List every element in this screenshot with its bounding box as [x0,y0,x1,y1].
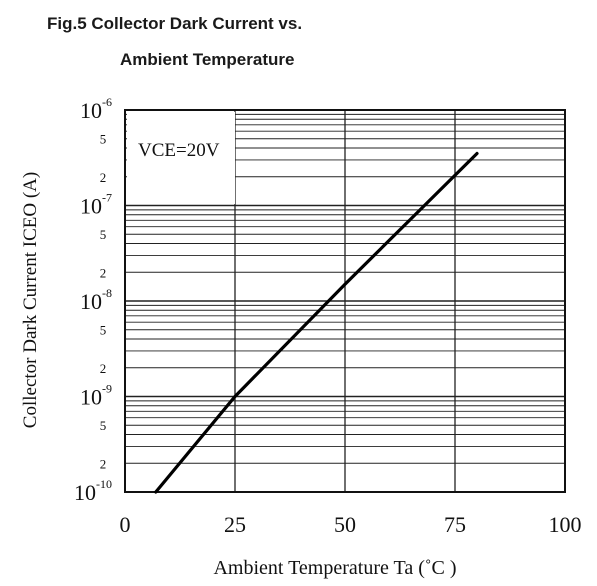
y-minor-label: 5 [100,227,107,242]
y-tick-label: 10-9 [80,382,112,410]
annotation-box [127,112,235,204]
series-layer [154,151,479,494]
chart-title-line-2: Ambient Temperature [120,50,295,69]
series-line [154,151,479,494]
y-axis-label: Collector Dark Current ICEO (A) [20,172,41,428]
y-tick-label: 10-8 [80,286,112,314]
x-axis-label: Ambient Temperature Ta (˚C ) [213,557,456,579]
chart-title-line-1: Fig.5 Collector Dark Current vs. [47,14,303,33]
vce-annotation: VCE=20V [138,140,220,161]
grid [124,110,566,493]
y-minor-label: 2 [100,361,107,376]
y-tick-label: 10-10 [74,477,112,505]
x-tick-label: 100 [549,512,582,537]
x-tick-labels: 0 25 50 75 100 [120,512,582,537]
y-minor-label: 2 [100,456,107,471]
y-tick-labels: 10-6 5 2 10-7 5 2 10-8 5 2 10-9 5 2 10-10 [74,95,112,505]
x-tick-label: 25 [224,512,246,537]
y-minor-label: 5 [100,323,107,338]
x-tick-label: 50 [334,512,356,537]
x-tick-label: 75 [444,512,466,537]
y-tick-label: 10-7 [80,191,112,219]
plot-frame [124,109,566,493]
y-minor-label: 2 [100,170,107,185]
x-tick-label: 0 [120,512,131,537]
y-minor-label: 5 [100,132,107,147]
y-tick-label: 10-6 [80,95,112,123]
y-minor-label: 2 [100,265,107,280]
y-minor-label: 5 [100,418,107,433]
